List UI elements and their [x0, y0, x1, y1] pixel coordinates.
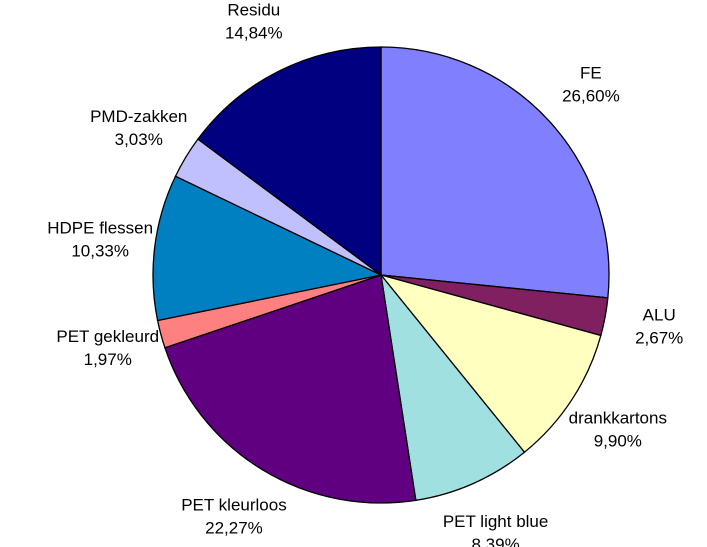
slice-label: PET gekleurd [56, 327, 159, 346]
slice-label: PMD-zakken [90, 107, 187, 126]
slice-value-label: 14,84% [225, 24, 283, 43]
slice-label: PET light blue [443, 512, 549, 531]
slice-value-label: 10,33% [71, 242, 129, 261]
pie-slice [379, 272, 526, 502]
pie-slice [164, 274, 417, 504]
slice-label: drankkartons [569, 408, 667, 427]
slice-value-label: 9,90% [594, 431, 642, 450]
slice-value-label: 8,39% [471, 535, 519, 547]
slice-label: FE [580, 64, 602, 83]
slice-label: Residu [227, 1, 280, 20]
slice-label: HDPE flessen [47, 219, 153, 238]
pie-slice [196, 46, 382, 277]
slice-value-label: 26,60% [562, 87, 620, 106]
pie-slice [380, 46, 610, 299]
slice-label: PET kleurloos [181, 495, 287, 514]
pie-slice [152, 175, 384, 322]
pie-slice [379, 273, 602, 454]
slice-value-label: 2,67% [635, 328, 683, 347]
slice-label: ALU [643, 305, 676, 324]
slice-value-label: 3,03% [115, 130, 163, 149]
slice-value-label: 22,27% [205, 518, 263, 537]
slice-value-label: 1,97% [84, 350, 132, 369]
